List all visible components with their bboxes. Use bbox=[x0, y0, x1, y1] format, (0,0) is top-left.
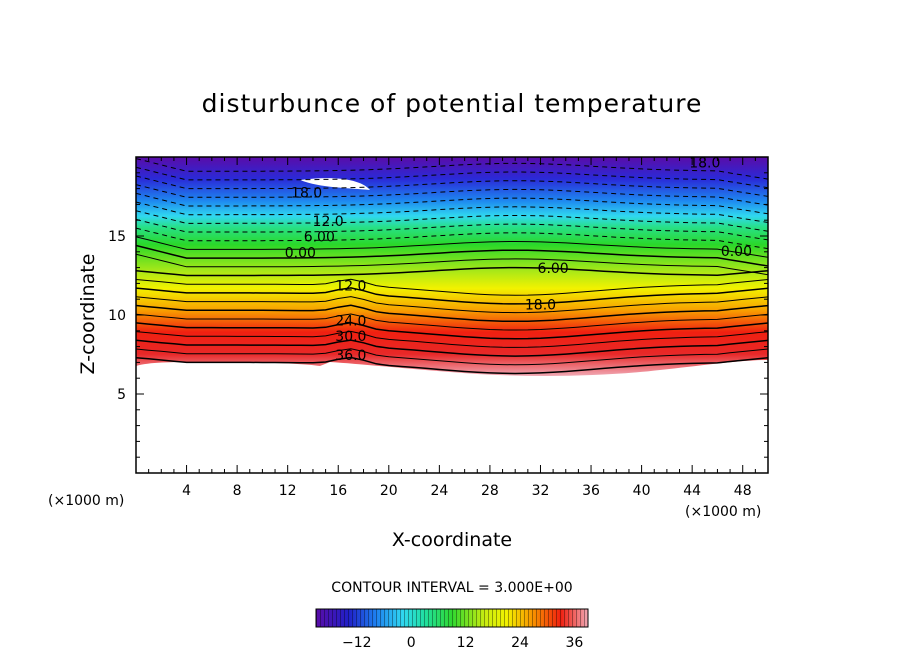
x-tick-label: 28 bbox=[481, 483, 499, 499]
y-tick-label: 10 bbox=[108, 308, 126, 324]
contour-label: 36.0 bbox=[335, 348, 366, 364]
contour-fill bbox=[136, 157, 768, 376]
x-tick-label: 40 bbox=[633, 483, 651, 499]
y-axis-label: Z-coordinate bbox=[77, 254, 99, 375]
contour-label: 12.0 bbox=[313, 214, 344, 230]
contour-fill-top-gap bbox=[300, 178, 370, 190]
contour-line bbox=[136, 313, 768, 331]
x-tick-label: 16 bbox=[329, 483, 347, 499]
x-tick-label: 36 bbox=[582, 483, 600, 499]
contour-line bbox=[136, 236, 768, 258]
colorbar-tick-label: 36 bbox=[565, 635, 583, 651]
plot-area bbox=[136, 157, 768, 376]
contour-line bbox=[136, 218, 768, 241]
contour-label: 18.0 bbox=[525, 298, 556, 314]
y-axis-ticks: 5 10 15 bbox=[108, 172, 768, 458]
contour-label: 6.00 bbox=[304, 230, 335, 246]
contour-line bbox=[136, 158, 768, 180]
colorbar-tick-label: 12 bbox=[457, 635, 475, 651]
contour-line bbox=[136, 356, 768, 375]
contour-line bbox=[136, 330, 768, 348]
contour-line bbox=[136, 244, 768, 267]
contour-line bbox=[136, 296, 768, 314]
contour-lines bbox=[136, 158, 768, 375]
x-tick-label: 12 bbox=[279, 483, 297, 499]
x-axis-right-unit: (×1000 m) bbox=[685, 504, 761, 520]
contour-label: 12.0 bbox=[335, 279, 366, 295]
contour-line bbox=[136, 278, 768, 296]
contour-line bbox=[136, 184, 768, 206]
x-axis-ticks: 4 8 12 16 20 24 28 32 36 40 44 48 bbox=[148, 157, 756, 499]
x-axis-label: X-coordinate bbox=[392, 529, 512, 551]
contour-line bbox=[136, 321, 768, 340]
contour-line bbox=[136, 175, 768, 197]
x-tick-label: 44 bbox=[683, 483, 701, 499]
colorbar-tick-label: 24 bbox=[511, 635, 529, 651]
contour-label: 24.0 bbox=[335, 313, 366, 329]
contour-label: 0.00 bbox=[285, 245, 316, 261]
contour-label: 6.00 bbox=[538, 261, 569, 277]
contour-line bbox=[136, 348, 768, 366]
x-tick-label: 4 bbox=[182, 483, 191, 499]
colorbar-tick-label: −12 bbox=[342, 635, 372, 651]
contour-label: 30.0 bbox=[335, 329, 366, 345]
contour-label: 18.0 bbox=[291, 185, 322, 201]
y-tick-label: 5 bbox=[117, 387, 126, 403]
contour-line bbox=[136, 253, 768, 276]
contour-line bbox=[136, 266, 768, 277]
contour-line bbox=[136, 210, 768, 232]
contour-label: 18.0 bbox=[689, 155, 720, 171]
x-tick-label: 20 bbox=[380, 483, 398, 499]
contour-line bbox=[136, 227, 768, 250]
contour-interval-label: CONTOUR INTERVAL = 3.000E+00 bbox=[331, 580, 572, 596]
y-tick-label: 15 bbox=[108, 229, 126, 245]
colorbar-ticks: −12 0 12 24 36 bbox=[342, 635, 583, 651]
colorbar-tick-label: 0 bbox=[407, 635, 416, 651]
x-tick-label: 32 bbox=[532, 483, 550, 499]
chart-title: disturbunce of potential temperature bbox=[202, 89, 703, 118]
colorbar: −12 0 12 24 36 bbox=[315, 608, 589, 651]
x-axis-left-unit: (×1000 m) bbox=[48, 493, 124, 509]
contour-line bbox=[136, 339, 768, 357]
contour-line bbox=[136, 192, 768, 215]
contour-labels: 18.018.012.06.000.00 0.006.0012.018.024.0… bbox=[285, 155, 752, 364]
x-tick-label: 24 bbox=[430, 483, 448, 499]
x-tick-label: 8 bbox=[233, 483, 242, 499]
contour-line bbox=[136, 166, 768, 189]
contour-line bbox=[136, 201, 768, 223]
contour-line bbox=[136, 304, 768, 323]
x-tick-label: 48 bbox=[734, 483, 752, 499]
contour-line bbox=[136, 287, 768, 305]
contour-label: 0.00 bbox=[721, 244, 752, 260]
